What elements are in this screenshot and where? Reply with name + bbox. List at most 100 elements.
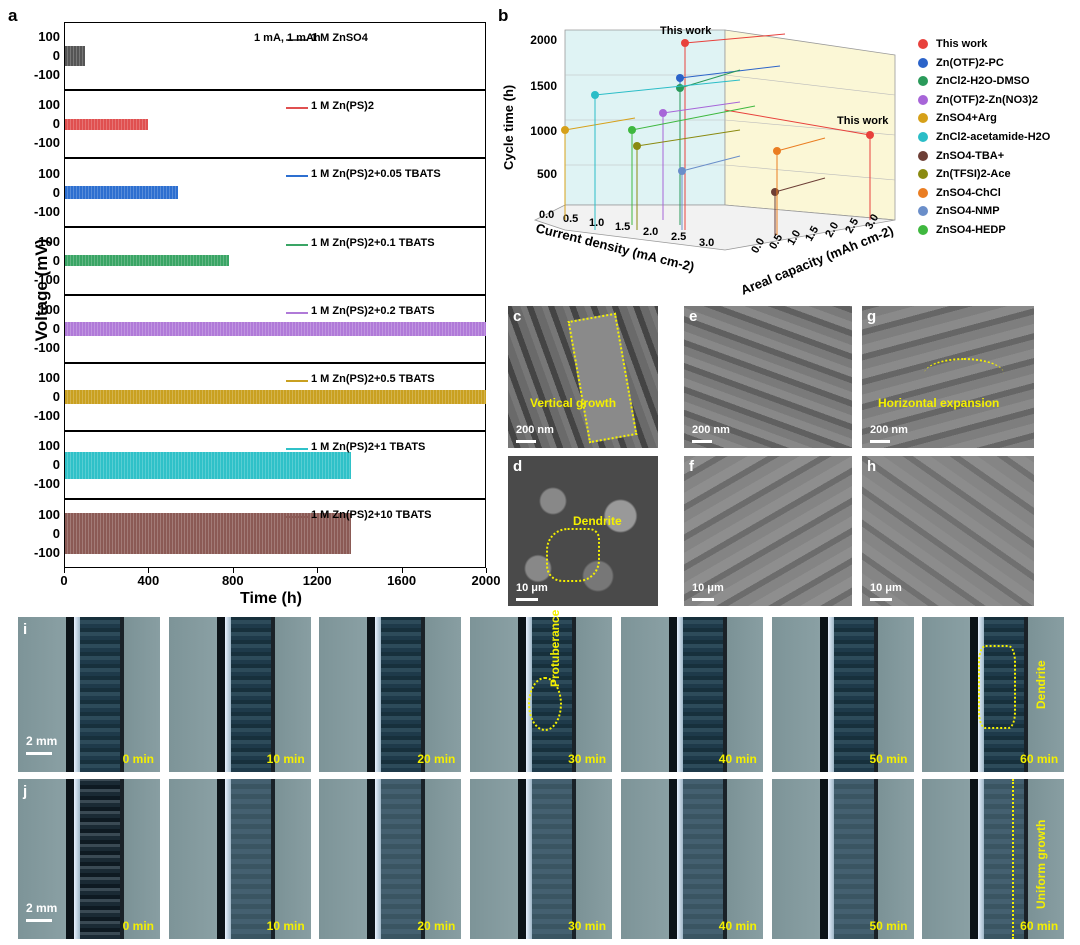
- dendrite-label: Dendrite: [1034, 660, 1049, 709]
- a-ytick: 100: [38, 29, 60, 45]
- optical-time-label: 10 min: [266, 752, 305, 766]
- legend-item-label: ZnSO4-HEDP: [936, 224, 1006, 236]
- a-ytick: 100: [38, 233, 60, 249]
- legend-item-label: This work: [936, 38, 988, 50]
- a-xtick: 1600: [387, 572, 417, 588]
- optical-scale-bar: [26, 919, 52, 922]
- a-xtick: 2000: [471, 572, 501, 588]
- b-xtick: 0.0: [539, 209, 554, 221]
- voltage-trace: [65, 255, 229, 267]
- legend-item: ZnSO4-ChCl: [918, 187, 1001, 199]
- b-xtick: 2.0: [643, 226, 658, 238]
- a-ytick: -100: [33, 544, 60, 560]
- panel-label-e: e: [689, 308, 698, 325]
- legend-label: 1 M Zn(PS)2+0.05 TBATS: [311, 168, 441, 181]
- legend-item: Zn(TFSI)2-Ace: [918, 168, 1011, 180]
- legend-item: ZnSO4-HEDP: [918, 224, 1006, 236]
- optical-time-label: 20 min: [417, 919, 456, 933]
- a-ytick: 100: [38, 370, 60, 386]
- optical-time-label: 50 min: [869, 919, 908, 933]
- a-ytick: -100: [33, 476, 60, 492]
- optical-time-label: 20 min: [417, 752, 456, 766]
- optical-row-i: 0 min 10 min 20 min 30 min: [18, 610, 1065, 772]
- panel-label-h: h: [867, 458, 877, 475]
- sem-panel-d: d Dendrite 10 μm: [508, 456, 658, 606]
- a-xtick-mark: [317, 567, 319, 573]
- uniform-growth-label: Uniform growth: [1034, 819, 1049, 909]
- b-ytick: 1000: [530, 124, 557, 138]
- panel-a-chart: 100 0 -100 1 M ZnSO4 100 0 -100 1 M Zn(PS)2 100 0…: [0, 0, 500, 610]
- legend-label: 1 M ZnSO4: [311, 32, 368, 44]
- a-ytick: 100: [38, 301, 60, 317]
- b-annotation-this-work-1: This work: [660, 25, 712, 37]
- legend-item: Zn(OTF)2-PC: [918, 57, 1004, 69]
- b-ytick: 500: [537, 167, 557, 181]
- panel-label-d: d: [513, 458, 523, 475]
- optical-time-label: 60 min: [1020, 752, 1059, 766]
- optical-frame: 30 min: [470, 779, 613, 939]
- panel-label-a: a: [8, 6, 18, 25]
- panel-b-3d-chart: 2000 1500 1000 500 Cycle time (h) 0.0 0.…: [501, 25, 896, 298]
- legend-swatch: [286, 311, 308, 314]
- optical-frame: 20 min: [319, 779, 462, 939]
- optical-row-j: 0 min 10 min 20 min 30 min: [18, 779, 1065, 939]
- legend-item: ZnSO4-NMP: [918, 205, 1000, 217]
- scale-bar: [692, 598, 714, 601]
- a-xtick-mark: [232, 567, 234, 573]
- b-xtick: 2.5: [671, 231, 686, 243]
- sem-panel-f: f 10 μm: [684, 456, 852, 606]
- legend-item-label: ZnSO4-ChCl: [936, 186, 1001, 199]
- sem-panel-h: h 10 μm: [862, 456, 1034, 606]
- legend-item: Zn(OTF)2-Zn(NO3)2: [918, 94, 1038, 106]
- legend-swatch: [286, 107, 308, 110]
- a-ytick: 0: [52, 457, 60, 473]
- legend-dot: [918, 113, 928, 124]
- optical-frame: 10 min: [168, 779, 311, 939]
- panel-label-j: j: [23, 783, 28, 800]
- legend-dot: [918, 225, 928, 236]
- protuberance-markers: [528, 677, 563, 731]
- optical-scale-text: 2 mm: [26, 901, 58, 915]
- optical-time-label: 30 min: [568, 919, 607, 933]
- b-ylabel: Cycle time (h): [501, 85, 516, 170]
- legend-item-label: ZnCl2-acetamide-H2O: [936, 131, 1051, 143]
- optical-frame: 50 min: [771, 779, 914, 939]
- a-ytick: 100: [38, 438, 60, 454]
- legend-label: 1 M Zn(PS)2: [311, 100, 374, 113]
- sem-d-scale: 10 μm: [516, 582, 548, 594]
- b-ytick: 2000: [530, 33, 557, 47]
- voltage-trace: [65, 513, 351, 554]
- legend-swatch: [286, 448, 308, 451]
- sem-c-label: Vertical growth: [530, 396, 617, 410]
- a-ytick: 0: [52, 116, 60, 132]
- legend-label: 1 M Zn(PS)2+0.1 TBATS: [311, 236, 435, 249]
- voltage-trace: [65, 390, 486, 404]
- legend-swatch: [286, 243, 308, 246]
- a-xtick-mark: [148, 567, 150, 573]
- legend-swatch: [286, 516, 308, 519]
- legend-dot: [918, 169, 928, 180]
- optical-frame: 50 min: [771, 617, 914, 772]
- legend-dot: [918, 150, 928, 161]
- optical-frame: 20 min: [319, 617, 462, 772]
- legend-label: 1 M Zn(PS)2+0.2 TBATS: [311, 304, 435, 317]
- a-xtick: 0: [60, 572, 68, 588]
- a-ytick: 0: [52, 184, 60, 200]
- b-xtick: 3.0: [699, 237, 714, 249]
- optical-time-label: 0 min: [122, 919, 154, 933]
- a-xtick: 1200: [302, 572, 332, 588]
- a-ytick: -100: [33, 408, 60, 424]
- sem-h-scale: 10 μm: [870, 582, 902, 594]
- a-xtick: 400: [137, 572, 160, 588]
- a-ytick: 0: [52, 320, 60, 336]
- legend-label: 1 M Zn(PS)2+1 TBATS: [311, 441, 426, 454]
- a-ytick: 0: [52, 525, 60, 541]
- dendrite-markers: [978, 645, 1017, 729]
- optical-frame: 60 min: [922, 617, 1065, 772]
- sem-panel-c: c Vertical growth 200 nm: [508, 306, 658, 448]
- legend-item-label: Zn(OTF)2-PC: [936, 56, 1004, 69]
- legend-swatch: [286, 39, 308, 41]
- a-ytick: 0: [52, 48, 60, 64]
- optical-time-label: 30 min: [568, 752, 607, 766]
- legend-item-label: Zn(TFSI)2-Ace: [936, 168, 1011, 181]
